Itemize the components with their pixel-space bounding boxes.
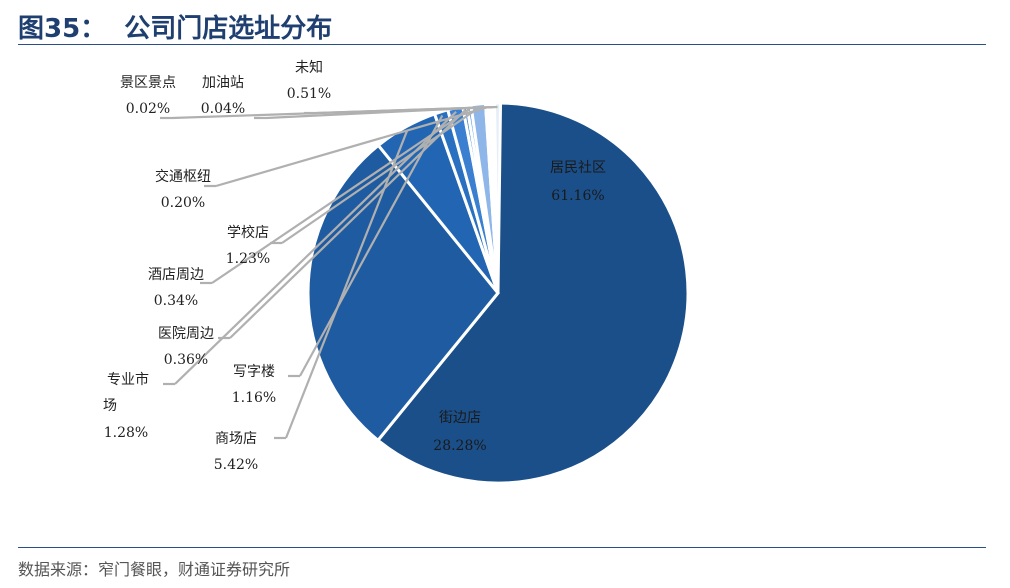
slice-label-name-11: 未知 [295,59,323,76]
slice-label-name-2: 商场店 [215,431,257,447]
title-divider [18,44,986,45]
slice-label-name-8: 交通枢纽 [155,168,211,185]
leader-line-5 [229,109,467,339]
slice-label-name-5: 医院周边 [158,326,214,342]
slice-label-value-7: 1.23% [226,251,270,267]
slice-label-value-9: 0.04% [201,101,245,117]
slice-label-name-0: 居民社区 [550,160,606,176]
slice-label-value-1: 28.28% [433,438,486,454]
data-source: 数据来源：窄门餐眼，财通证券研究所 [18,560,291,579]
slice-label-value-5: 0.36% [164,352,208,368]
slice-label-name-4: 专业市 [107,371,149,388]
slice-label-name-7: 学校店 [227,224,269,241]
slice-label-value-0: 61.16% [551,188,604,204]
slice-label-name-3: 写字楼 [233,364,275,380]
leader-line-7 [281,107,480,244]
leader-line-11 [315,105,498,115]
slice-label-value-8: 0.20% [161,195,205,211]
slice-label-value-10: 0.02% [126,101,170,117]
pie-slice-11 [492,101,503,294]
figure-title: 图35： 公司门店选址分布 [18,8,332,44]
leader-line-2 [284,130,409,439]
slice-label-name-9: 加油站 [202,75,244,91]
pie-slice-0 [375,101,690,485]
slice-label-value-3: 1.16% [232,390,276,406]
slice-label-value-2: 5.42% [214,457,258,473]
slice-label-name-10: 景区景点 [120,75,176,91]
slice-label-value-11: 0.51% [287,86,331,102]
leader-line-8 [215,106,488,188]
leader-line-6 [211,108,471,284]
slice-label-name-6: 酒店周边 [148,267,204,283]
footer-divider [18,547,986,548]
leader-line-3 [299,114,444,377]
slice-label-name-cont-4: 场 [103,398,117,414]
figure-number: 图35： [18,14,107,44]
pie-slice-1 [306,143,500,443]
figure-title-text: 公司门店选址分布 [124,14,333,44]
slice-label-name-1: 街边店 [439,410,481,426]
slice-label-value-6: 0.34% [154,293,198,309]
slice-label-value-4: 1.28% [104,425,148,441]
